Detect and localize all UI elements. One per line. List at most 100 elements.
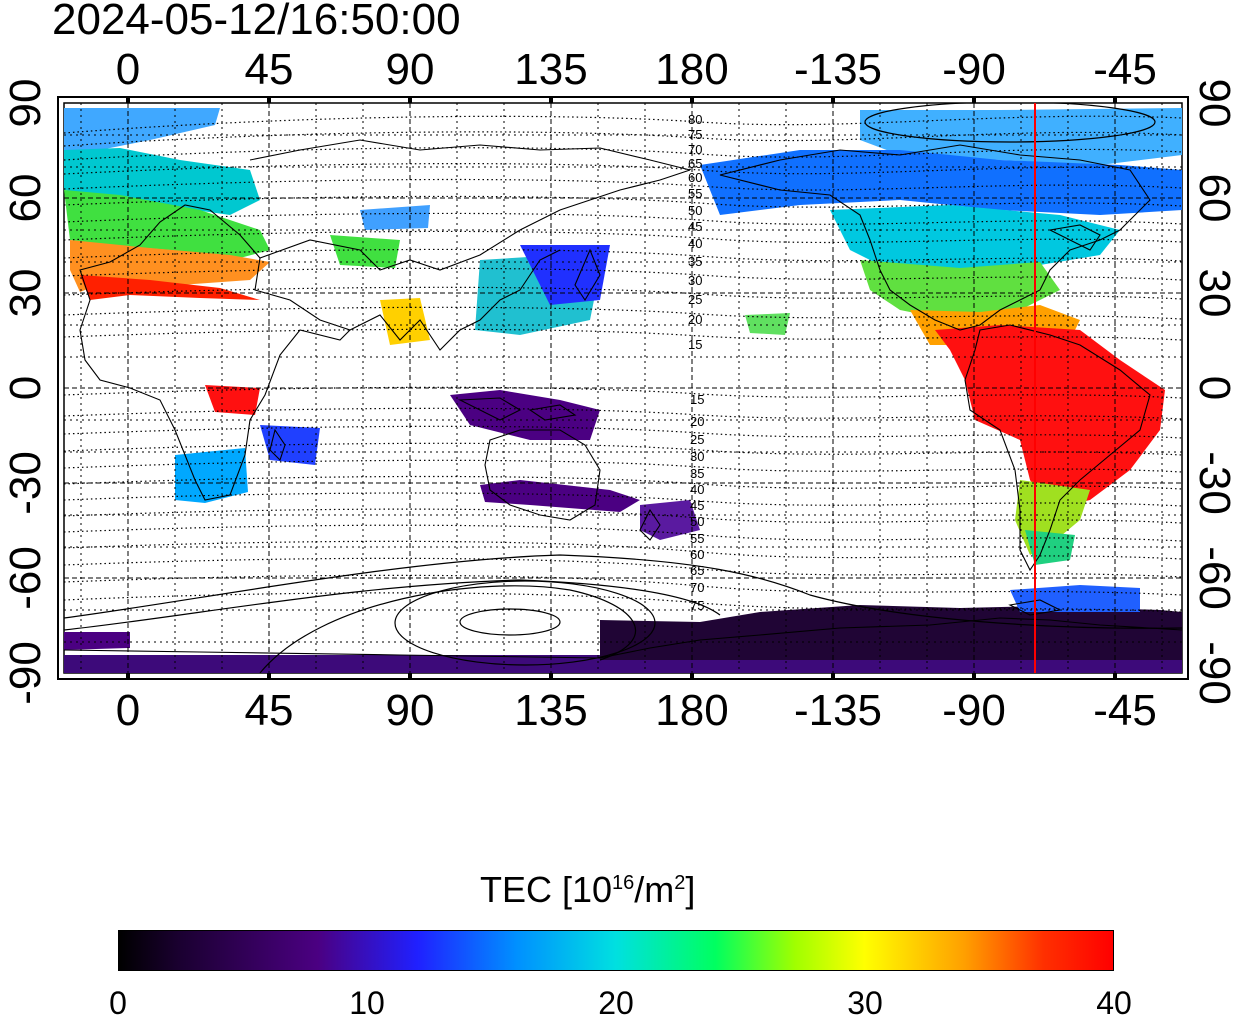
contour-label: 15 [688,337,702,352]
lat-tick-label: -60 [1190,546,1235,610]
lon-tick-label: 90 [386,686,435,735]
lon-tick-label: 180 [655,45,728,94]
lat-tick-label: -60 [1,546,50,610]
lon-tick-label: -135 [794,45,882,94]
tec-region-south-america [935,325,1165,510]
tec-map: 80 75 70 65 60 55 50 45 40 35 30 25 20 1… [1,45,1235,735]
tec-region-antarctic-west [64,632,130,650]
contour-label: 25 [690,432,704,447]
lon-tick-label: -90 [942,686,1006,735]
lat-tick-label: 90 [1190,79,1235,128]
contour-label: 15 [690,392,704,407]
colorbar-tick-label: 30 [847,985,883,1021]
tec-region-europe [64,190,270,258]
contour-label: 45 [688,219,702,234]
tec-region-alaska-canada [700,150,1182,215]
tec-region-japan [520,245,610,305]
lon-tick-label: 0 [116,686,140,735]
lon-tick-label: -45 [1093,45,1157,94]
colorbar-tick-label: 0 [109,985,127,1021]
lon-tick-label: 90 [386,45,435,94]
lon-tick-label: -135 [794,686,882,735]
lat-tick-label: 0 [1190,376,1235,400]
contour-label: 35 [690,466,704,481]
tec-region-south-africa [175,448,248,503]
contour-labels-south: 15 20 25 30 35 40 45 50 55 60 65 70 75 [690,392,704,613]
colorbar-title-exponent: 16 [612,872,635,894]
lon-tick-label: 135 [514,45,587,94]
tec-data-layer [64,108,1182,673]
colorbar-tick-label: 20 [598,985,634,1021]
coastlines [64,139,1182,659]
lat-tick-label: 30 [1,269,50,318]
colorbar-title-unit: /m [634,869,675,910]
tec-region-drake [1010,585,1140,612]
tec-region-siberia [360,205,430,230]
tec-region-hawaii [745,313,790,335]
contour-label: 20 [688,312,702,327]
contour-label: 55 [688,186,702,201]
contour-label: 65 [688,156,702,171]
tec-region-antarctic-east [600,605,1182,660]
contour-label: 75 [690,598,704,613]
contour-label: 30 [690,449,704,464]
lat-tick-label: 0 [1,376,50,400]
tec-region-north-us [830,205,1120,270]
graticule-major [64,103,1182,673]
colorbar-tick-label: 40 [1096,985,1132,1021]
tec-region-australia-south [480,480,640,512]
contour-label: 40 [690,482,704,497]
tec-colorbar [118,930,1114,971]
lat-tick-label: -30 [1190,451,1235,515]
contour-label: 60 [688,170,702,185]
contour-label: 70 [688,142,702,157]
colorbar-title-exponent2: 2 [674,872,686,894]
contour-label: 65 [690,563,704,578]
lon-tick-label: 0 [116,45,140,94]
colorbar-title: TEC [1016/m2] [480,868,695,912]
lon-labels-bottom: 0 45 90 135 180 -135 -90 -45 [116,686,1157,735]
contour-label: 75 [688,127,702,142]
lat-tick-label: -30 [1,451,50,515]
contour-label: 70 [690,580,704,595]
timestamp-title: 2024-05-12/16:50:00 [52,0,461,44]
lon-tick-label: -90 [942,45,1006,94]
lon-labels-top: 0 45 90 135 180 -135 -90 -45 [116,45,1157,94]
tec-region-new-zealand [640,500,700,540]
contour-label: 35 [688,254,702,269]
colorbar-title-prefix: TEC [10 [480,869,613,910]
contour-label: 55 [690,531,704,546]
contour-label: 50 [690,514,704,529]
tec-region-india [380,298,430,345]
contour-label: 30 [688,273,702,288]
lat-labels-right: 90 60 30 0 -30 -60 -90 [1190,79,1235,705]
tec-region-maritime [450,390,600,440]
lat-tick-label: -90 [1190,641,1235,705]
axis-ticks [126,97,1117,679]
lat-tick-label: 30 [1190,269,1235,318]
magnetic-contours [64,115,1182,613]
colorbar-tick-label: 10 [349,985,385,1021]
colorbar-title-suffix: ] [685,869,696,910]
lon-tick-label: 135 [514,686,587,735]
tec-region-arctic-europe [64,108,220,150]
tec-region-arctic-america [860,108,1182,165]
tec-region-central-asia [330,235,400,268]
map-outer-frame [57,96,1189,680]
contour-label: 20 [690,414,704,429]
lat-labels-left: 90 60 30 0 -30 -60 -90 [1,79,50,705]
magnetic-contours-solid [64,103,1182,673]
contour-label: 40 [688,236,702,251]
lat-tick-label: 60 [1,174,50,223]
lon-tick-label: -45 [1093,686,1157,735]
contour-labels-north: 80 75 70 65 60 55 50 45 40 35 30 25 20 1… [688,112,702,352]
contour-label: 45 [690,498,704,513]
lat-tick-label: -90 [1,641,50,705]
lon-tick-label: 45 [245,686,294,735]
lon-tick-label: 180 [655,686,728,735]
lat-tick-label: 90 [1,79,50,128]
tec-region-north-africa [80,275,260,300]
contour-label: 80 [688,112,702,127]
contour-label: 25 [688,292,702,307]
lat-tick-label: 60 [1190,174,1235,223]
